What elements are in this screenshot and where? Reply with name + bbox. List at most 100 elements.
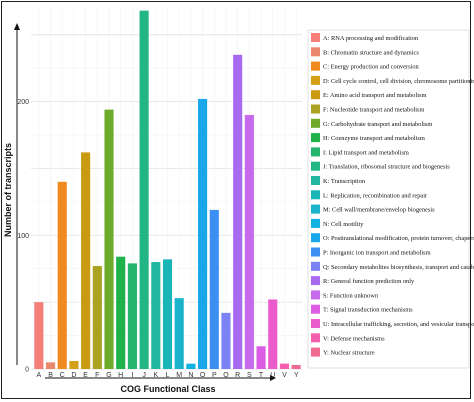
- legend-swatch: [311, 247, 320, 257]
- bar-u: [268, 299, 278, 369]
- x-tick-label: S: [247, 372, 252, 379]
- bar-a: [34, 302, 44, 369]
- bar-k: [151, 262, 161, 369]
- y-axis-arrow-head: [14, 23, 20, 30]
- legend-box: [307, 29, 470, 369]
- bar-t: [256, 346, 266, 369]
- legend-swatch: [311, 75, 320, 85]
- x-tick-label: M: [176, 372, 182, 379]
- x-tick-label: F: [95, 372, 99, 379]
- bar-v: [279, 363, 290, 369]
- bar-f: [92, 266, 102, 369]
- legend-label: E: Amino acid transport and metabolism: [323, 92, 427, 99]
- legend-label: U: Intracellular trafficking, secretion,…: [323, 321, 474, 328]
- legend-label: R: General function prediction only: [323, 278, 415, 285]
- legend-swatch: [311, 33, 320, 42]
- x-tick-label: H: [118, 372, 123, 379]
- bar-s: [244, 114, 254, 370]
- legend-swatch: [311, 304, 320, 314]
- legend-label: N: Cell motility: [323, 221, 364, 228]
- legend-label: T: Signal transduction mechanisms: [323, 307, 413, 314]
- bar-j: [139, 10, 149, 370]
- legend-label: O: Posttranslational modification, prote…: [323, 235, 474, 242]
- x-tick-label: G: [106, 372, 111, 379]
- legend-swatch: [311, 133, 320, 143]
- bar-o: [198, 98, 208, 369]
- x-tick-label: Q: [223, 372, 229, 379]
- legend-swatch: [311, 61, 320, 71]
- y-tick-label: 0: [25, 367, 29, 374]
- legend-swatch: [311, 90, 320, 100]
- legend-label: D: Cell cycle control, cell division, ch…: [323, 78, 474, 85]
- legend-swatch: [311, 118, 320, 128]
- x-tick-label: A: [37, 372, 42, 379]
- bar-m: [174, 298, 184, 369]
- legend-swatch: [311, 161, 320, 171]
- legend-label: Y: Nuclear structure: [323, 350, 375, 357]
- bar-y: [291, 364, 301, 369]
- x-tick-label: T: [259, 372, 264, 379]
- bar-g: [104, 109, 114, 370]
- x-tick-label: P: [212, 372, 217, 379]
- bars: [34, 10, 301, 370]
- legend-label: L: Replication, recombination and repair: [323, 192, 428, 199]
- bar-d: [69, 360, 79, 369]
- x-tick-label: I: [131, 372, 133, 379]
- legend-swatch: [311, 233, 320, 243]
- x-tick-label: Y: [294, 372, 299, 379]
- bar-l: [162, 259, 173, 369]
- bar-c: [57, 181, 67, 369]
- legend-swatch: [311, 147, 320, 157]
- x-axis-arrow-head: [270, 375, 276, 381]
- legend-swatch: [311, 319, 320, 328]
- legend-swatch: [311, 276, 320, 286]
- legend-label: K: Transcription: [323, 178, 366, 185]
- legend-swatch: [311, 290, 320, 300]
- bar-h: [116, 256, 126, 369]
- legend-label: P: Inorganic ion transport and metabolis…: [323, 250, 431, 257]
- legend-label: G: Carbohydrate transport and metabolism: [323, 121, 432, 128]
- y-tick-label: 200: [17, 99, 29, 106]
- legend-label: F: Nucleotide transport and metabolism: [323, 107, 425, 114]
- x-tick-label: B: [48, 372, 53, 379]
- legend-label: S: Function unknown: [323, 292, 379, 299]
- bar-n: [186, 363, 196, 369]
- y-axis-title: Number of transcripts: [3, 143, 13, 237]
- bar-i: [127, 263, 137, 369]
- x-tick-label: E: [83, 372, 88, 379]
- legend-swatch: [311, 218, 320, 228]
- legend-swatch: [311, 347, 320, 357]
- x-tick-label: K: [153, 372, 158, 379]
- x-axis-title: COG Functional Class: [120, 384, 215, 394]
- x-tick-label: L: [166, 372, 170, 379]
- x-tick-label: C: [60, 372, 65, 379]
- legend-label: Q: Secondary metabolites biosynthesis, t…: [323, 264, 474, 271]
- x-tick-label: D: [71, 372, 76, 379]
- legend-label: A: RNA processing and modification: [323, 35, 419, 42]
- legend-swatch: [311, 333, 320, 343]
- legend-label: J: Translation, ribosomal structure and …: [323, 164, 450, 171]
- x-tick-label: V: [282, 372, 287, 379]
- legend-swatch: [311, 190, 320, 200]
- legend-label: H: Coenzyme transport and metabolism: [323, 135, 425, 142]
- legend-swatch: [311, 204, 320, 214]
- x-tick-label: O: [200, 372, 206, 379]
- legend-swatch: [311, 104, 320, 114]
- bar-r: [233, 54, 243, 369]
- legend-label: M: Cell wall/membrane/envelop biogenesis: [323, 207, 435, 214]
- y-tick-label: 100: [17, 233, 29, 240]
- x-tick-label: U: [270, 372, 275, 379]
- bar-b: [45, 362, 56, 369]
- legend-label: V: Defense mechanisms: [323, 335, 385, 342]
- legend-swatch: [311, 176, 320, 185]
- legend-label: B: Chromatin structure and dynamics: [323, 49, 419, 56]
- legend-label: C: Energy production and conversion: [323, 64, 420, 71]
- legend-swatch: [311, 47, 320, 57]
- x-tick-label: J: [142, 372, 146, 379]
- legend-swatch: [311, 261, 320, 271]
- legend: A: RNA processing and modification B: Chr…: [311, 33, 474, 357]
- y-ticks: 0 100 200: [17, 99, 29, 373]
- bar-e: [81, 152, 91, 369]
